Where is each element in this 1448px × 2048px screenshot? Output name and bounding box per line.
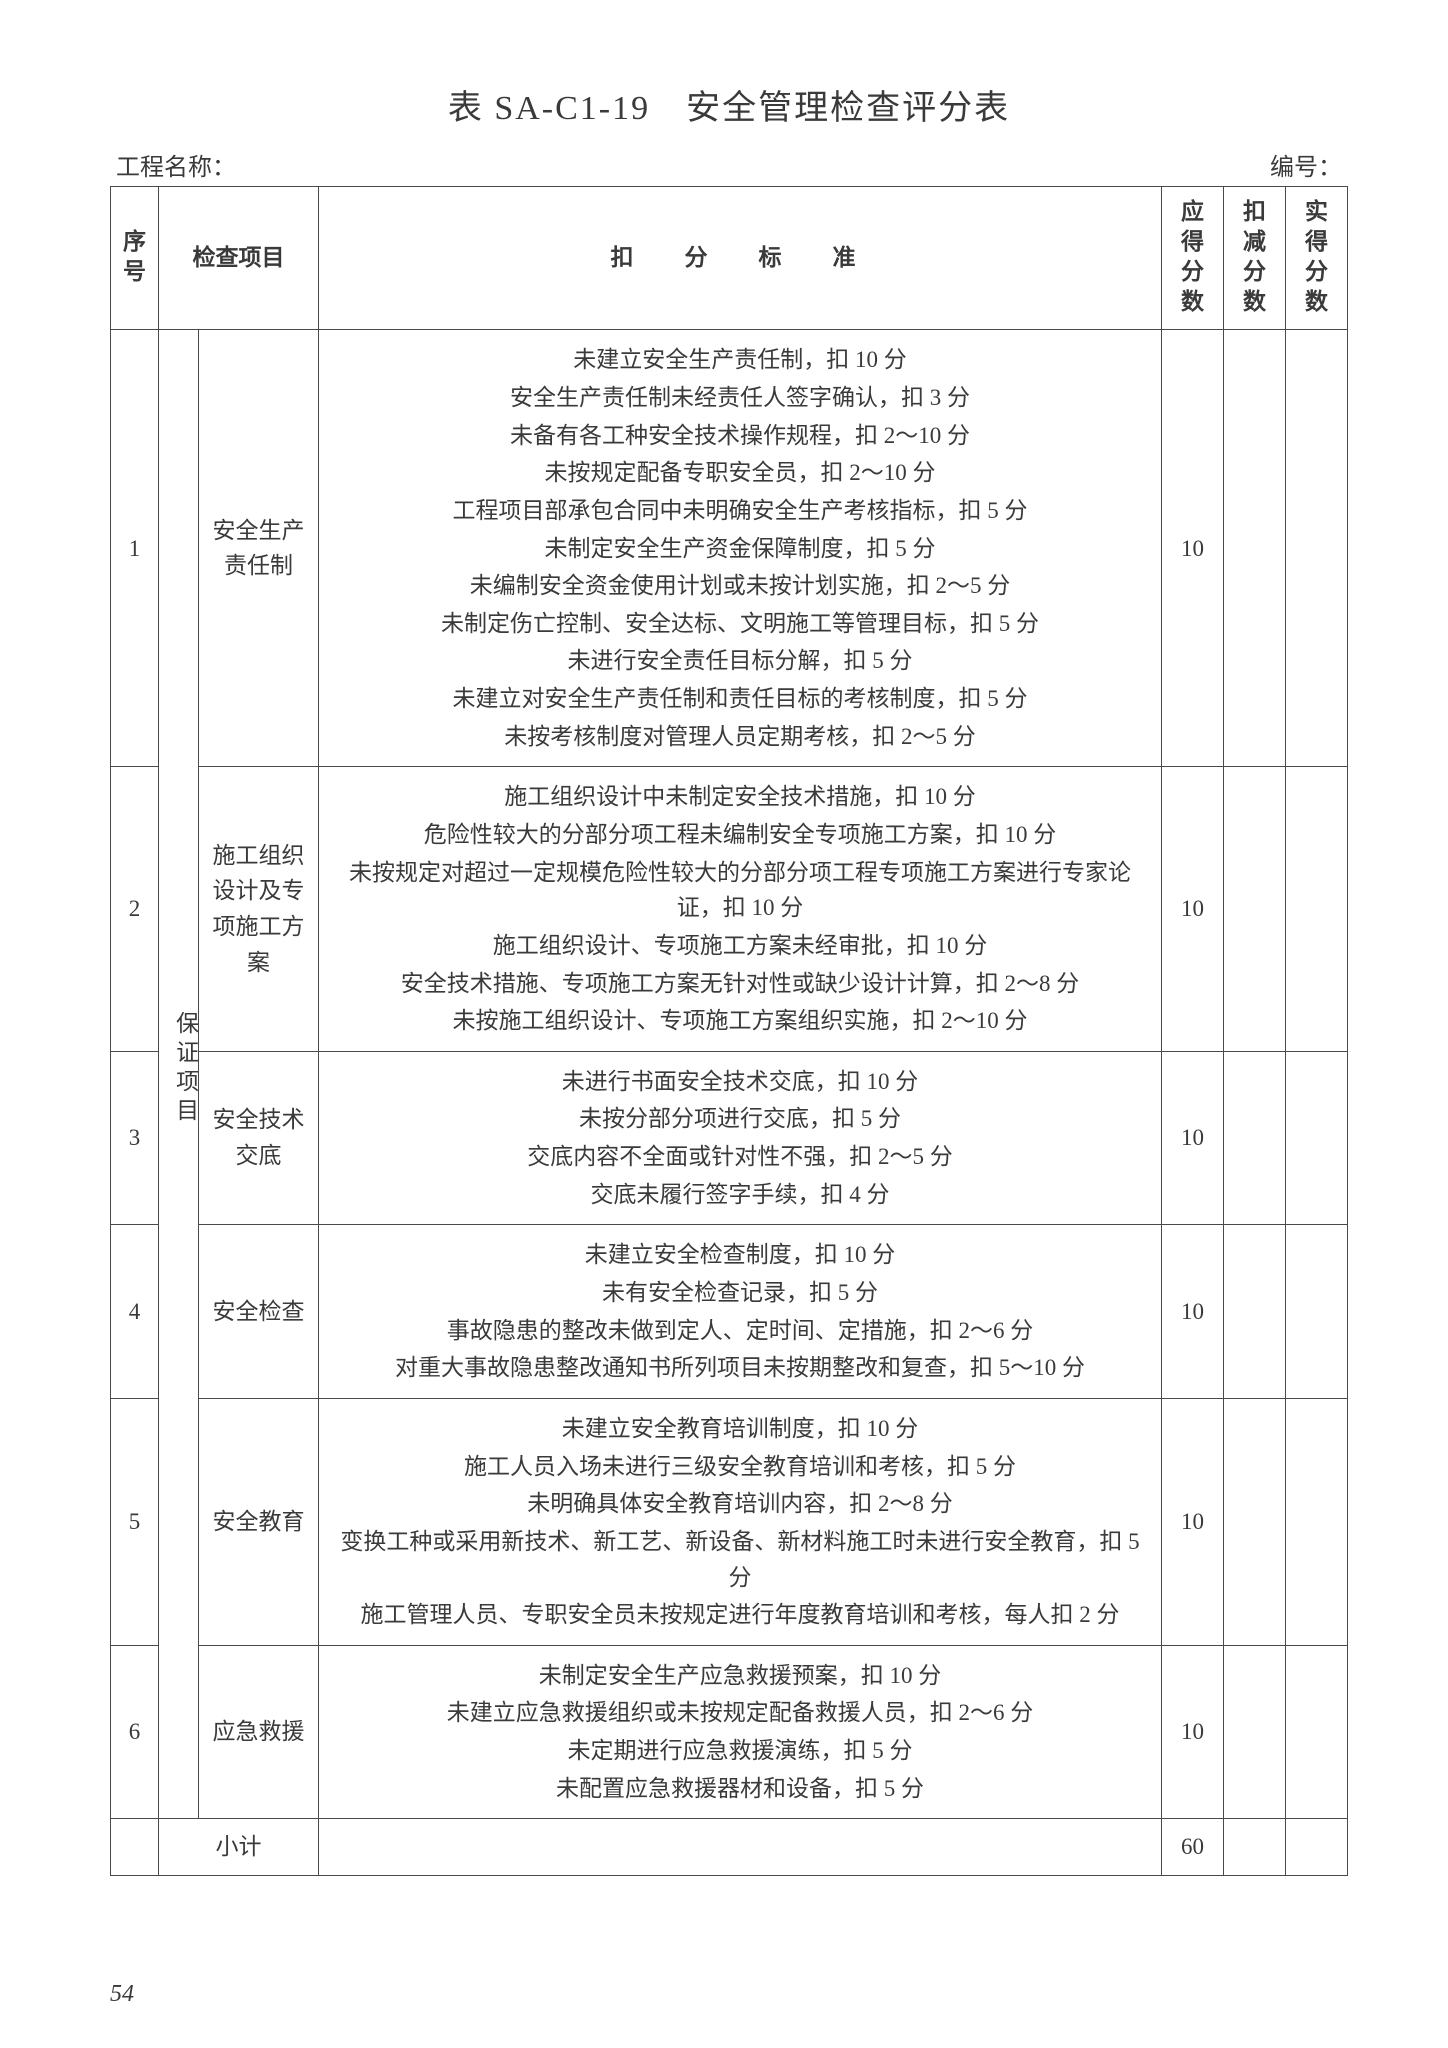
cell-score-deduct (1224, 330, 1286, 767)
cell-item: 安全检查 (199, 1225, 319, 1399)
header-row: 序号 检查项目 扣 分 标 准 应得分数 扣减分数 实得分数 (111, 187, 1348, 330)
table-body: 1保证项目安全生产责任制未建立安全生产责任制，扣 10 分安全生产责任制未经责任… (111, 330, 1348, 1876)
cell-criteria: 施工组织设计中未制定安全技术措施，扣 10 分危险性较大的分部分项工程未编制安全… (319, 767, 1162, 1051)
cell-seq: 3 (111, 1051, 159, 1225)
cell-item: 安全教育 (199, 1398, 319, 1645)
criteria-line: 交底未履行签字手续，扣 4 分 (327, 1177, 1153, 1213)
cell-score-deduct (1224, 1225, 1286, 1399)
table-row: 2 施工组织设计及专项施工方案施工组织设计中未制定安全技术措施，扣 10 分危险性… (111, 767, 1348, 1051)
cell-subtotal-label: 小计 (159, 1819, 319, 1876)
criteria-line: 未制定伤亡控制、安全达标、文明施工等管理目标，扣 5 分 (327, 606, 1153, 642)
criteria-line: 未制定安全生产应急救援预案，扣 10 分 (327, 1658, 1153, 1694)
cell-item: 安全技术交底 (199, 1051, 319, 1225)
cell-score-deduct (1224, 1819, 1286, 1876)
col-score-due: 应得分数 (1162, 187, 1224, 330)
col-seq: 序号 (111, 187, 159, 330)
criteria-line: 未建立安全生产责任制，扣 10 分 (327, 342, 1153, 378)
table-row: 3 安全技术交底未进行书面安全技术交底，扣 10 分未按分部分项进行交底，扣 5 … (111, 1051, 1348, 1225)
criteria-line: 变换工种或采用新技术、新工艺、新设备、新材料施工时未进行安全教育，扣 5 分 (327, 1524, 1153, 1595)
page-title: 表 SA-C1-19 安全管理检查评分表 (110, 80, 1348, 129)
criteria-line: 施工组织设计中未制定安全技术措施，扣 10 分 (327, 779, 1153, 815)
cell-score-actual (1286, 1225, 1348, 1399)
cell-score-deduct (1224, 1398, 1286, 1645)
cell-score-due: 10 (1162, 1051, 1224, 1225)
cell-score-deduct (1224, 1051, 1286, 1225)
table-row: 1保证项目安全生产责任制未建立安全生产责任制，扣 10 分安全生产责任制未经责任… (111, 330, 1348, 767)
project-label: 工程名称： (116, 147, 236, 182)
criteria-line: 未制定安全生产资金保障制度，扣 5 分 (327, 531, 1153, 567)
criteria-line: 工程项目部承包合同中未明确安全生产考核指标，扣 5 分 (327, 493, 1153, 529)
cell-criteria: 未建立安全生产责任制，扣 10 分安全生产责任制未经责任人签字确认，扣 3 分未… (319, 330, 1162, 767)
score-table: 序号 检查项目 扣 分 标 准 应得分数 扣减分数 实得分数 1保证项目安全生产… (110, 186, 1348, 1876)
criteria-line: 未按施工组织设计、专项施工方案组织实施，扣 2～10 分 (327, 1003, 1153, 1039)
cell-score-due: 10 (1162, 330, 1224, 767)
criteria-line: 危险性较大的分部分项工程未编制安全专项施工方案，扣 10 分 (327, 817, 1153, 853)
number-label: 编号： (1270, 147, 1342, 182)
cell-seq: 5 (111, 1398, 159, 1645)
cell-score-actual (1286, 1051, 1348, 1225)
table-row: 5 安全教育未建立安全教育培训制度，扣 10 分施工人员入场未进行三级安全教育培训… (111, 1398, 1348, 1645)
cell-score-deduct (1224, 767, 1286, 1051)
table-row: 6 应急救援未制定安全生产应急救援预案，扣 10 分未建立应急救援组织或未按规定配… (111, 1645, 1348, 1819)
cell-score-due: 60 (1162, 1819, 1224, 1876)
criteria-line: 未建立应急救援组织或未按规定配备救援人员，扣 2～6 分 (327, 1695, 1153, 1731)
criteria-line: 未按规定对超过一定规模危险性较大的分部分项工程专项施工方案进行专家论证，扣 10… (327, 855, 1153, 926)
criteria-line: 未进行书面安全技术交底，扣 10 分 (327, 1064, 1153, 1100)
col-score-deduct: 扣减分数 (1224, 187, 1286, 330)
cell-score-due: 10 (1162, 1225, 1224, 1399)
criteria-line: 施工组织设计、专项施工方案未经审批，扣 10 分 (327, 928, 1153, 964)
cell-score-actual (1286, 767, 1348, 1051)
cell-criteria: 未制定安全生产应急救援预案，扣 10 分未建立应急救援组织或未按规定配备救援人员… (319, 1645, 1162, 1819)
cell-score-due: 10 (1162, 1645, 1224, 1819)
criteria-line: 未按规定配备专职安全员，扣 2～10 分 (327, 455, 1153, 491)
criteria-line: 未配置应急救援器材和设备，扣 5 分 (327, 1771, 1153, 1807)
criteria-line: 未定期进行应急救援演练，扣 5 分 (327, 1733, 1153, 1769)
cell-criteria: 未进行书面安全技术交底，扣 10 分未按分部分项进行交底，扣 5 分交底内容不全… (319, 1051, 1162, 1225)
cell-item: 应急救援 (199, 1645, 319, 1819)
page: 表 SA-C1-19 安全管理检查评分表 工程名称： 编号： 序号 检查项目 扣… (0, 0, 1448, 2048)
cell-item: 安全生产责任制 (199, 330, 319, 767)
criteria-line: 未建立安全教育培训制度，扣 10 分 (327, 1411, 1153, 1447)
criteria-line: 未建立对安全生产责任制和责任目标的考核制度，扣 5 分 (327, 681, 1153, 717)
cell-criteria: 未建立安全教育培训制度，扣 10 分施工人员入场未进行三级安全教育培训和考核，扣… (319, 1398, 1162, 1645)
criteria-line: 未建立安全检查制度，扣 10 分 (327, 1237, 1153, 1273)
cell-score-actual (1286, 1819, 1348, 1876)
cell-score-actual (1286, 1645, 1348, 1819)
cell-score-due: 10 (1162, 767, 1224, 1051)
criteria-line: 施工管理人员、专职安全员未按规定进行年度教育培训和考核，每人扣 2 分 (327, 1597, 1153, 1633)
cell-score-due: 10 (1162, 1398, 1224, 1645)
criteria-line: 交底内容不全面或针对性不强，扣 2～5 分 (327, 1139, 1153, 1175)
cell-seq (111, 1819, 159, 1876)
criteria-line: 未按分部分项进行交底，扣 5 分 (327, 1101, 1153, 1137)
criteria-line: 未进行安全责任目标分解，扣 5 分 (327, 643, 1153, 679)
criteria-line: 未明确具体安全教育培训内容，扣 2～8 分 (327, 1486, 1153, 1522)
criteria-line: 未按考核制度对管理人员定期考核，扣 2～5 分 (327, 719, 1153, 755)
cell-seq: 4 (111, 1225, 159, 1399)
cell-score-deduct (1224, 1645, 1286, 1819)
criteria-line: 事故隐患的整改未做到定人、定时间、定措施，扣 2～6 分 (327, 1313, 1153, 1349)
subtotal-row: 小计 60 (111, 1819, 1348, 1876)
cell-seq: 1 (111, 330, 159, 767)
criteria-line: 安全技术措施、专项施工方案无针对性或缺少设计计算，扣 2～8 分 (327, 966, 1153, 1002)
cell-score-actual (1286, 330, 1348, 767)
criteria-line: 未备有各工种安全技术操作规程，扣 2～10 分 (327, 418, 1153, 454)
cell-category: 保证项目 (159, 330, 199, 1819)
criteria-line: 未有安全检查记录，扣 5 分 (327, 1275, 1153, 1311)
cell-score-actual (1286, 1398, 1348, 1645)
meta-row: 工程名称： 编号： (110, 147, 1348, 182)
cell-seq: 6 (111, 1645, 159, 1819)
criteria-line: 对重大事故隐患整改通知书所列项目未按期整改和复查，扣 5～10 分 (327, 1350, 1153, 1386)
cell-seq: 2 (111, 767, 159, 1051)
cell-criteria (319, 1819, 1162, 1876)
criteria-line: 未编制安全资金使用计划或未按计划实施，扣 2～5 分 (327, 568, 1153, 604)
col-item: 检查项目 (159, 187, 319, 330)
col-criteria: 扣 分 标 准 (319, 187, 1162, 330)
criteria-line: 安全生产责任制未经责任人签字确认，扣 3 分 (327, 380, 1153, 416)
cell-criteria: 未建立安全检查制度，扣 10 分未有安全检查记录，扣 5 分事故隐患的整改未做到… (319, 1225, 1162, 1399)
cell-item: 施工组织设计及专项施工方案 (199, 767, 319, 1051)
col-score-actual: 实得分数 (1286, 187, 1348, 330)
criteria-line: 施工人员入场未进行三级安全教育培训和考核，扣 5 分 (327, 1449, 1153, 1485)
table-row: 4 安全检查未建立安全检查制度，扣 10 分未有安全检查记录，扣 5 分事故隐患的… (111, 1225, 1348, 1399)
page-number: 54 (110, 1981, 134, 2008)
